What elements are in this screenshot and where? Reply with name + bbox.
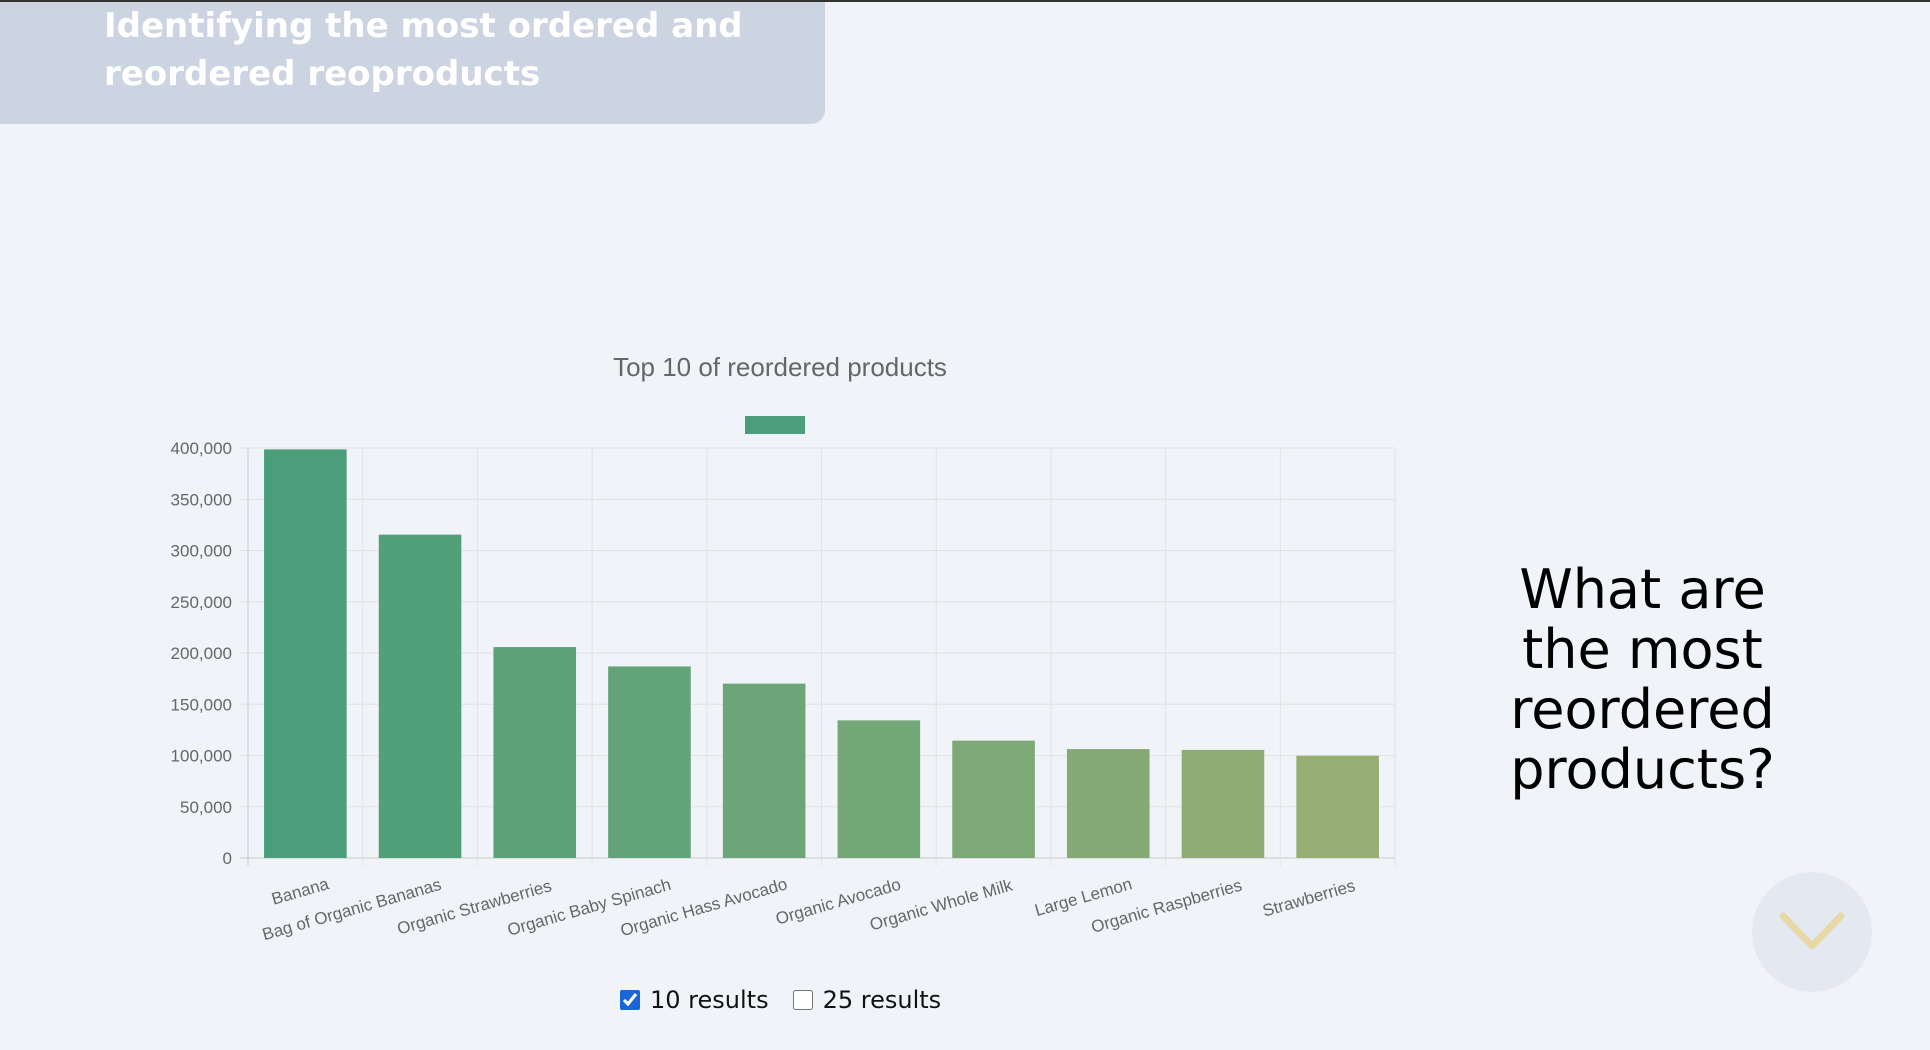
option-25-results[interactable]: 25 results [792, 986, 942, 1014]
y-tick-label: 200,000 [171, 644, 232, 663]
page-title: Identifying the most ordered and reorder… [104, 6, 743, 94]
x-tick-label: Banana [269, 874, 331, 909]
option-10-label: 10 results [650, 986, 769, 1014]
x-tick-label: Strawberries [1260, 876, 1357, 921]
y-tick-label: 150,000 [171, 695, 232, 714]
y-tick-label: 350,000 [171, 490, 232, 509]
bar [264, 449, 347, 858]
y-tick-label: 100,000 [171, 747, 232, 766]
bar [608, 666, 691, 858]
bar [952, 740, 1035, 858]
y-tick-label: 300,000 [171, 542, 232, 561]
y-tick-label: 0 [223, 849, 232, 868]
bar [722, 683, 806, 858]
header-banner: Identifying the most ordered and reorder… [0, 2, 825, 124]
question-text: What are the most reordered products? [1510, 558, 1775, 801]
y-tick-label: 250,000 [171, 593, 232, 612]
scroll-down-button[interactable] [1752, 872, 1872, 992]
result-count-controls: 10 results 25 results [620, 986, 955, 1014]
chevron-down-icon [1779, 912, 1845, 950]
checkbox-10-results[interactable] [620, 990, 640, 1010]
y-tick-label: 50,000 [180, 798, 232, 817]
bar [378, 534, 462, 858]
bar [1181, 749, 1265, 858]
top-rule [0, 0, 1930, 2]
chart-title: Top 10 of reordered products [613, 352, 947, 382]
option-10-results[interactable]: 10 results [620, 986, 769, 1014]
bar [1066, 749, 1150, 858]
y-tick-label: 400,000 [171, 439, 232, 458]
option-25-label: 25 results [822, 986, 942, 1014]
bar [493, 647, 577, 858]
bar [837, 720, 921, 858]
checkbox-25-results[interactable] [792, 990, 813, 1010]
bar [1296, 755, 1379, 858]
legend-swatch[interactable] [745, 416, 805, 434]
